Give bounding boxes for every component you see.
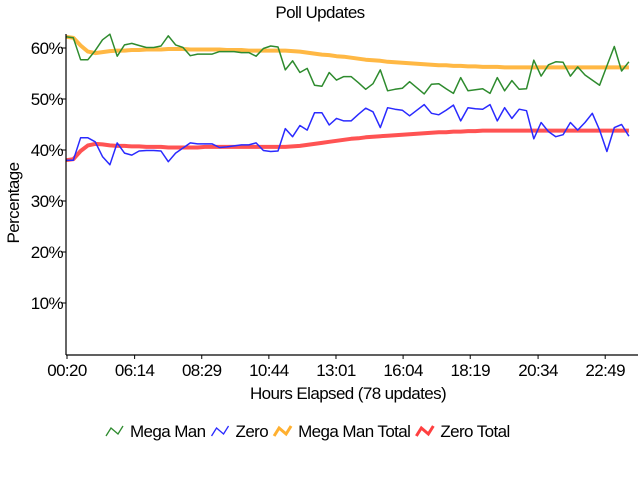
legend-label: Zero xyxy=(236,422,269,441)
y-tick-label: 30% xyxy=(31,192,64,211)
legend-swatch-icon xyxy=(105,425,124,437)
x-tick-label: 00:20 xyxy=(47,361,87,380)
x-tick-label: 18:19 xyxy=(450,361,490,380)
x-axis-label: Hours Elapsed (78 updates) xyxy=(250,384,446,403)
legend-label: Mega Man xyxy=(130,422,206,441)
series-line-zero-total xyxy=(65,128,629,163)
legend-swatch-icon xyxy=(415,425,435,437)
chart-title: Poll Updates xyxy=(275,3,364,22)
y-tick-label: 20% xyxy=(31,243,64,262)
x-tick-label: 20:34 xyxy=(518,361,558,380)
y-axis-label: Percentage xyxy=(4,162,23,243)
series-line-zero xyxy=(66,103,630,166)
legend-swatch-icon xyxy=(210,425,230,437)
y-tick-label: 40% xyxy=(31,141,64,160)
series-line-mega-man xyxy=(65,33,630,95)
x-tick-label: 08:29 xyxy=(182,361,222,380)
y-tick-label: 60% xyxy=(31,39,64,58)
legend-item: Zero Total xyxy=(415,422,510,441)
x-tick-label: 16:04 xyxy=(383,361,423,380)
legend-label: Mega Man Total xyxy=(298,422,410,441)
x-tick-label: 10:44 xyxy=(249,361,289,380)
legend-item: Mega Man Total xyxy=(272,422,411,441)
y-tick-label: 50% xyxy=(31,90,64,109)
series-line-mega-man-total xyxy=(65,34,629,70)
legend-label: Zero Total xyxy=(440,422,509,441)
x-tick-label: 13:01 xyxy=(316,361,356,380)
legend-item: Zero xyxy=(210,422,269,441)
x-tick-label: 22:49 xyxy=(585,361,625,380)
legend-swatch-icon xyxy=(272,425,293,437)
x-tick-label: 06:14 xyxy=(115,361,155,380)
y-tick-label: 10% xyxy=(31,294,64,313)
legend-item: Mega Man xyxy=(105,422,206,441)
